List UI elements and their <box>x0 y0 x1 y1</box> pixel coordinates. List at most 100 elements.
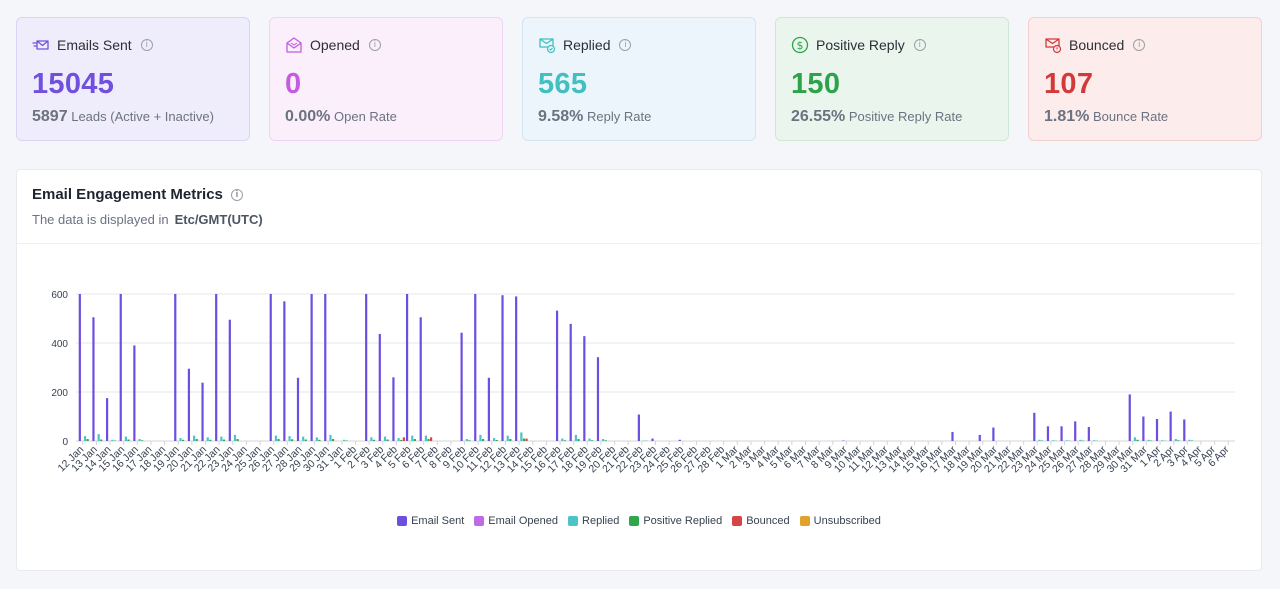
bar <box>181 439 185 441</box>
card-header: Bounced i <box>1044 36 1146 54</box>
bar <box>978 434 981 441</box>
bar <box>602 439 605 441</box>
card-value: 15045 <box>32 68 115 100</box>
bar <box>468 440 471 441</box>
card-sub-label: Reply Rate <box>587 109 652 124</box>
card-title: Opened <box>310 37 360 53</box>
card-subtext: 9.58% Reply Rate <box>538 108 651 126</box>
bar <box>209 439 212 441</box>
info-icon[interactable]: i <box>913 39 926 51</box>
info-icon[interactable]: i <box>619 39 632 51</box>
bar <box>370 437 373 441</box>
legend-item[interactable]: Bounced <box>732 515 790 527</box>
chart-legend: Email Sent Email Opened Replied Positive Re… <box>17 515 1261 527</box>
bar <box>331 439 335 441</box>
bar <box>411 435 414 441</box>
bar <box>277 439 280 441</box>
bar <box>515 296 518 441</box>
legend-item[interactable]: Replied <box>568 515 619 527</box>
legend-swatch <box>732 516 743 526</box>
opened-card: Opened i 0 0.00% Open Rate <box>269 17 503 141</box>
bar <box>1136 439 1139 441</box>
bar <box>233 434 237 441</box>
y-tick-label: 0 <box>62 437 68 448</box>
bar <box>424 435 428 441</box>
bar <box>83 436 87 441</box>
bar <box>133 345 136 441</box>
engagement-metrics-panel: Email Engagement Metrics i The data is d… <box>16 169 1262 571</box>
card-header: Opened i <box>285 36 381 54</box>
bar <box>86 439 89 441</box>
bar <box>283 301 286 441</box>
bar <box>569 323 572 441</box>
bar <box>1174 439 1177 441</box>
bounced-card: Bounced i 107 1.81% Bounce Rate <box>1028 17 1262 141</box>
bar <box>1065 440 1068 441</box>
legend-item[interactable]: Email Opened <box>474 515 558 527</box>
bar <box>495 440 498 441</box>
bar <box>430 437 433 441</box>
info-icon[interactable]: i <box>140 39 153 51</box>
mail-send-icon <box>32 40 49 50</box>
legend-item[interactable]: Unsubscribed <box>799 515 881 527</box>
y-tick-label: 200 <box>51 388 68 399</box>
card-subtext: 5897 Leads (Active + Inactive) <box>32 108 214 126</box>
bar <box>1092 440 1096 441</box>
bar <box>378 333 381 441</box>
bar <box>678 439 681 441</box>
info-icon[interactable]: i <box>368 39 381 51</box>
bar <box>392 377 395 441</box>
bar <box>220 436 223 441</box>
bar <box>1133 437 1137 441</box>
y-tick-label: 600 <box>51 290 68 301</box>
bar <box>577 439 580 441</box>
bar <box>105 398 109 441</box>
bar <box>1177 440 1180 441</box>
bar <box>574 434 577 441</box>
card-subtext: 0.00% Open Rate <box>285 108 397 126</box>
bar <box>1183 419 1186 441</box>
panel-title-text: Email Engagement Metrics <box>32 186 223 203</box>
card-sub-label: Open Rate <box>334 109 397 124</box>
bar <box>206 437 209 441</box>
legend-swatch <box>799 516 810 526</box>
bar <box>372 439 376 441</box>
legend-swatch <box>629 516 640 526</box>
bar <box>509 439 512 441</box>
bar <box>1087 427 1090 441</box>
mail-reply-icon <box>539 38 556 54</box>
bar <box>1155 418 1159 441</box>
legend-item[interactable]: Positive Replied <box>629 515 722 527</box>
card-value: 150 <box>791 68 841 100</box>
bar <box>174 294 177 441</box>
bar <box>992 427 995 441</box>
info-icon[interactable]: i <box>230 188 243 201</box>
card-value: 107 <box>1044 68 1094 100</box>
bar <box>78 294 81 441</box>
bar <box>460 332 463 441</box>
bar <box>179 438 182 441</box>
bar <box>100 439 103 441</box>
bar <box>195 439 198 441</box>
info-icon[interactable]: i <box>1133 39 1146 51</box>
positive-reply-card: $ Positive Reply i 150 26.55% Positive R… <box>775 17 1009 141</box>
bar <box>405 294 409 441</box>
card-header: Emails Sent i <box>32 36 153 54</box>
bar <box>1060 426 1063 441</box>
legend-item[interactable]: Email Sent <box>397 515 464 527</box>
bar <box>427 439 430 441</box>
bar <box>1038 439 1041 441</box>
bar <box>561 438 564 441</box>
svg-text:$: $ <box>797 39 804 52</box>
bar <box>596 357 600 441</box>
bar <box>342 439 346 441</box>
card-title: Emails Sent <box>57 37 132 53</box>
bar <box>1128 394 1131 441</box>
bar <box>604 440 607 441</box>
bar <box>400 440 403 441</box>
emails-sent-card: Emails Sent i 15045 5897 Leads (Active +… <box>16 17 250 141</box>
bar <box>474 294 477 441</box>
bar <box>520 432 523 441</box>
bar <box>419 317 422 441</box>
